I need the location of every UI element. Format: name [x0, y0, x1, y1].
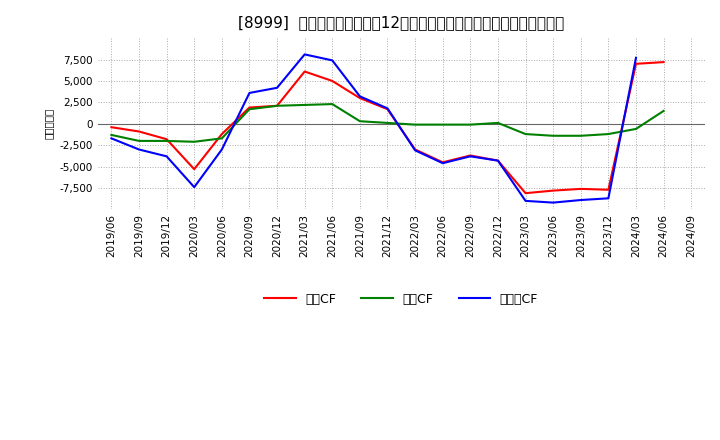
営業CF [631, 61, 640, 66]
投賄CF [411, 122, 420, 127]
投賄CF [549, 133, 557, 139]
営業CF [660, 59, 668, 65]
フリーCF [328, 58, 336, 63]
Y-axis label: （百万円）: （百万円） [44, 108, 54, 139]
投賄CF [217, 136, 226, 141]
営業CF [107, 125, 116, 130]
フリーCF [577, 198, 585, 203]
フリーCF [135, 147, 143, 152]
投賄CF [438, 122, 447, 127]
投賄CF [135, 138, 143, 143]
営業CF [577, 186, 585, 191]
投賄CF [604, 132, 613, 137]
フリーCF [300, 52, 309, 57]
投賄CF [356, 118, 364, 124]
営業CF [162, 136, 171, 142]
投賄CF [631, 126, 640, 132]
投賄CF [521, 132, 530, 137]
Title: [8999]  キャッシュフローの12か月移動合計の対前年同期増減額の推移: [8999] キャッシュフローの12か月移動合計の対前年同期増減額の推移 [238, 15, 564, 30]
フリーCF [383, 106, 392, 111]
営業CF [273, 103, 282, 108]
営業CF [521, 191, 530, 196]
投賄CF [162, 138, 171, 143]
フリーCF [217, 147, 226, 152]
営業CF [356, 95, 364, 101]
営業CF [383, 106, 392, 112]
営業CF [328, 78, 336, 84]
投賄CF [494, 120, 503, 125]
フリーCF [466, 154, 474, 159]
Line: 営業CF: 営業CF [112, 62, 664, 193]
営業CF [300, 69, 309, 74]
Line: 投賄CF: 投賄CF [112, 104, 664, 142]
営業CF [494, 158, 503, 163]
フリーCF [494, 158, 503, 163]
投賄CF [328, 102, 336, 107]
投賄CF [273, 103, 282, 108]
フリーCF [631, 55, 640, 60]
投賄CF [466, 122, 474, 127]
営業CF [217, 132, 226, 137]
投賄CF [245, 106, 253, 112]
営業CF [549, 188, 557, 193]
Line: フリーCF: フリーCF [112, 55, 636, 202]
フリーCF [190, 184, 199, 190]
フリーCF [604, 196, 613, 201]
営業CF [466, 153, 474, 158]
営業CF [135, 129, 143, 134]
フリーCF [162, 154, 171, 159]
フリーCF [273, 85, 282, 91]
フリーCF [356, 94, 364, 99]
フリーCF [549, 200, 557, 205]
Legend: 営業CF, 投賄CF, フリーCF: 営業CF, 投賄CF, フリーCF [259, 288, 543, 311]
フリーCF [245, 90, 253, 95]
営業CF [245, 105, 253, 110]
投賄CF [383, 120, 392, 125]
営業CF [604, 187, 613, 192]
投賄CF [660, 108, 668, 114]
営業CF [438, 160, 447, 165]
投賄CF [190, 139, 199, 144]
フリーCF [107, 136, 116, 141]
フリーCF [521, 198, 530, 204]
投賄CF [300, 102, 309, 107]
投賄CF [107, 132, 116, 138]
営業CF [411, 147, 420, 152]
投賄CF [577, 133, 585, 139]
営業CF [190, 167, 199, 172]
フリーCF [411, 148, 420, 153]
フリーCF [438, 161, 447, 166]
